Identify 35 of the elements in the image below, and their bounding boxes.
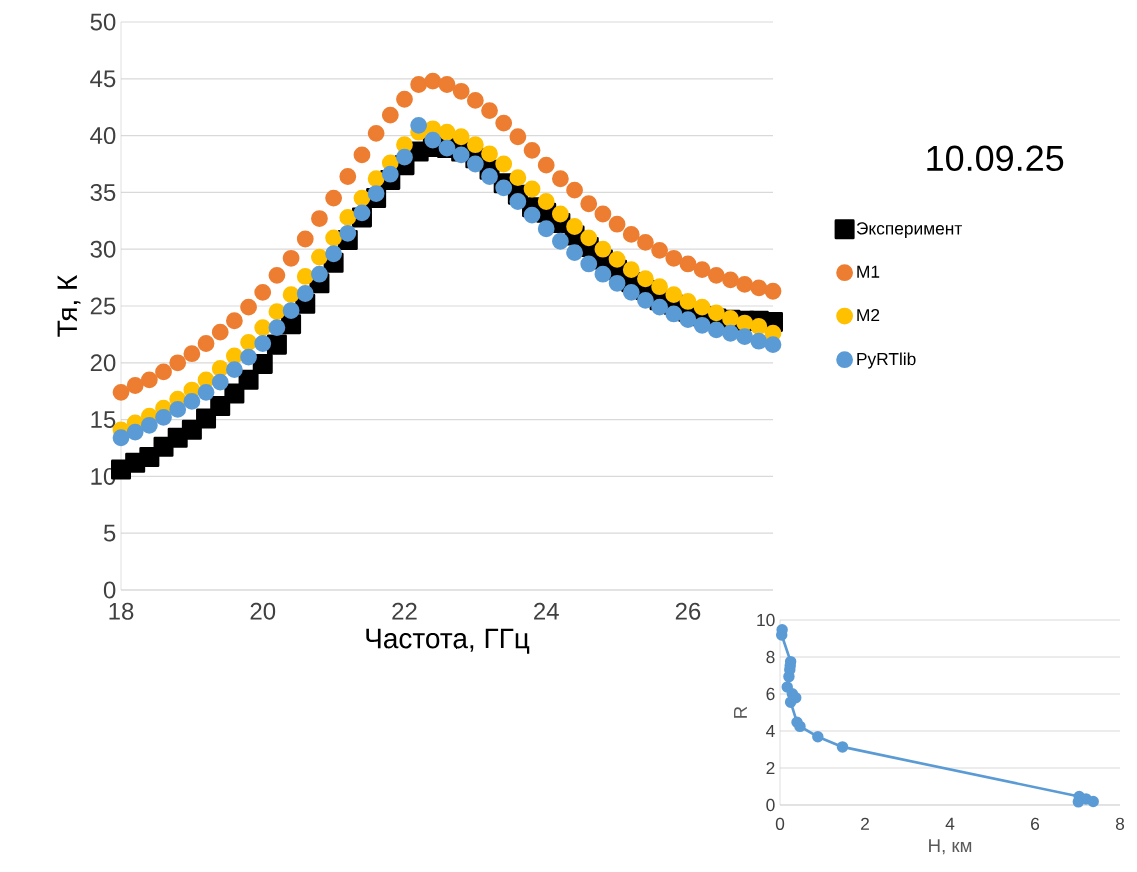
y-tick-label: 50 (90, 13, 116, 31)
y-tick-label: 6 (766, 687, 775, 701)
x-axis-title: Частота, ГГц (366, 628, 530, 654)
x-tick-label: 24 (534, 602, 559, 620)
text: 10.09.25 (927, 145, 1064, 172)
x-tick-label: 8 (1115, 817, 1125, 830)
y-tick-label: 30 (90, 240, 116, 258)
x-tick-label: 22 (392, 602, 417, 620)
x-tick-label: 6 (1031, 817, 1040, 830)
legend-label: M2 (857, 308, 880, 322)
x-tick-label: 20 (250, 602, 276, 620)
y-tick-label: 2 (766, 761, 775, 775)
y-tick-label: 35 (90, 183, 116, 201)
y-tick-label: 4 (766, 725, 775, 737)
x-axis-title: H, км (929, 839, 972, 855)
x-tick-label: 26 (675, 602, 701, 620)
y-tick-label: 25 (90, 297, 116, 315)
x-tick-label: 4 (945, 817, 955, 830)
y-tick-label: 20 (90, 354, 116, 372)
y-tick-label: 10 (757, 613, 775, 627)
y-tick-label: 45 (90, 70, 116, 88)
x-tick-label: 18 (109, 602, 134, 620)
y-tick-label: 0 (103, 581, 116, 599)
x-tick-label: 0 (775, 817, 785, 830)
y-tick-label: 15 (91, 411, 116, 428)
y-axis-title: R (734, 706, 747, 718)
y-tick-label: 8 (766, 650, 775, 664)
legend-label: M1 (857, 265, 880, 278)
y-tick-label: 0 (766, 798, 775, 812)
y-tick-label: 40 (90, 127, 116, 145)
y-tick-label: 5 (103, 524, 116, 542)
legend-label: PyRTlib (857, 352, 916, 369)
y-axis-title: Тя, К (57, 274, 81, 337)
x-tick-label: 2 (861, 817, 869, 830)
legend-label: Эксперимент (856, 222, 962, 238)
